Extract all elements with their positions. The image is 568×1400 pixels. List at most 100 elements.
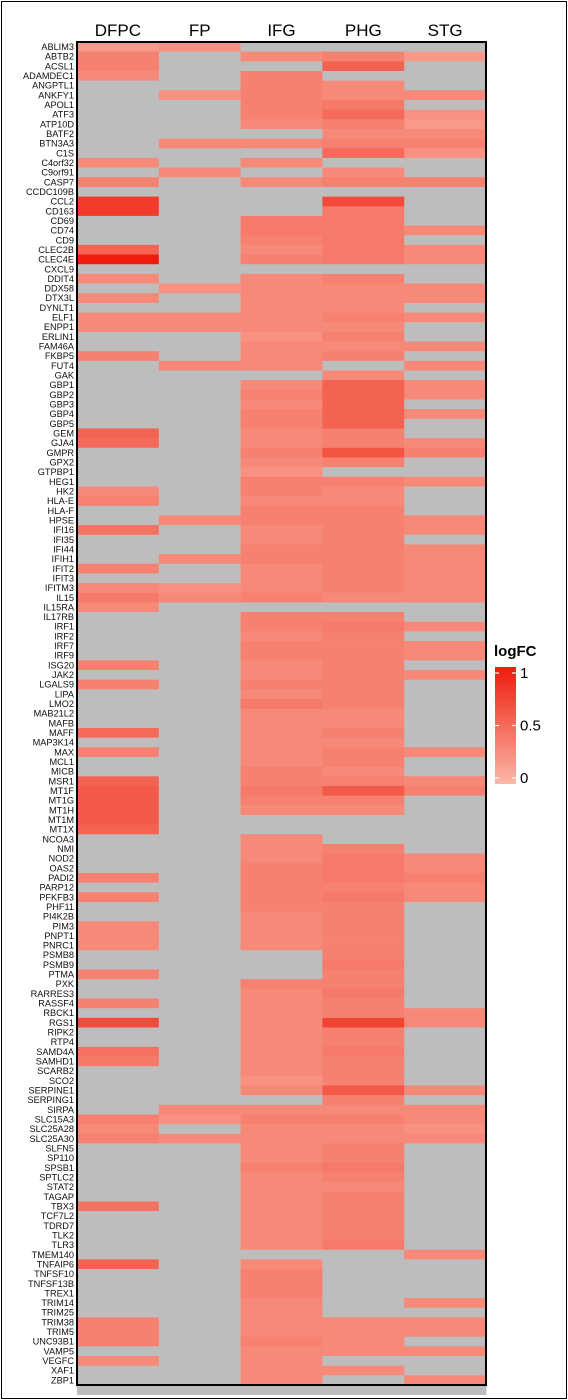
heatmap-cell bbox=[77, 322, 160, 333]
heatmap-cell bbox=[77, 689, 160, 700]
heatmap-cell bbox=[322, 467, 405, 478]
legend-tick-label: 0.5 bbox=[520, 718, 541, 735]
heatmap-cell bbox=[322, 583, 405, 594]
heatmap-cell bbox=[240, 283, 323, 294]
heatmap-cell bbox=[322, 1346, 405, 1357]
row-label: MICB bbox=[51, 767, 74, 777]
heatmap-cell bbox=[322, 1375, 405, 1386]
heatmap-cell bbox=[240, 525, 323, 536]
row-label: SAMD4A bbox=[36, 1047, 75, 1057]
heatmap-cell bbox=[158, 853, 241, 864]
heatmap-cell bbox=[158, 264, 241, 275]
heatmap-cell bbox=[158, 312, 241, 323]
heatmap-cell bbox=[77, 1317, 160, 1328]
heatmap-cell bbox=[158, 563, 241, 574]
heatmap-cell bbox=[404, 641, 487, 652]
heatmap-cell bbox=[240, 930, 323, 941]
heatmap-cell bbox=[322, 1114, 405, 1125]
heatmap-cell bbox=[404, 1365, 487, 1376]
heatmap-cell bbox=[240, 119, 323, 130]
heatmap-cell bbox=[77, 843, 160, 854]
row-label: IL17RB bbox=[43, 612, 74, 622]
heatmap-cell bbox=[158, 1056, 241, 1067]
heatmap-cell bbox=[322, 1095, 405, 1106]
heatmap-cell bbox=[77, 1046, 160, 1057]
heatmap-cell bbox=[322, 892, 405, 903]
heatmap-cell bbox=[77, 718, 160, 729]
row-label: GBP4 bbox=[49, 409, 74, 419]
heatmap-cell bbox=[240, 486, 323, 497]
heatmap-cell bbox=[404, 1056, 487, 1067]
heatmap-cell bbox=[77, 1211, 160, 1222]
heatmap-cell bbox=[322, 264, 405, 275]
heatmap-cell bbox=[77, 1365, 160, 1376]
heatmap-cell bbox=[158, 1356, 241, 1367]
row-label: IRF7 bbox=[54, 641, 74, 651]
heatmap-cell bbox=[404, 322, 487, 333]
heatmap-cell bbox=[158, 621, 241, 632]
heatmap-cell bbox=[322, 370, 405, 381]
heatmap-cell bbox=[240, 621, 323, 632]
heatmap-cell bbox=[158, 1317, 241, 1328]
heatmap-cell bbox=[77, 1104, 160, 1115]
heatmap-cell bbox=[158, 988, 241, 999]
heatmap-cell bbox=[77, 418, 160, 429]
row-label: RGS1 bbox=[49, 1018, 74, 1028]
heatmap-cell bbox=[158, 650, 241, 661]
heatmap-cell bbox=[77, 525, 160, 536]
row-label: TNFSF10 bbox=[34, 1269, 74, 1279]
heatmap-cell bbox=[404, 225, 487, 236]
heatmap-cell bbox=[77, 515, 160, 526]
heatmap-cell bbox=[77, 583, 160, 594]
heatmap-cell bbox=[404, 438, 487, 449]
heatmap-cell bbox=[240, 843, 323, 854]
heatmap-cell bbox=[77, 544, 160, 555]
heatmap-cell bbox=[322, 186, 405, 197]
heatmap-cell bbox=[404, 863, 487, 874]
heatmap-cell bbox=[322, 428, 405, 439]
heatmap-cell bbox=[404, 206, 487, 217]
heatmap-cell bbox=[322, 1336, 405, 1347]
row-label: DTX3L bbox=[45, 293, 74, 303]
heatmap-cell bbox=[240, 573, 323, 584]
heatmap-cell bbox=[158, 1336, 241, 1347]
heatmap-cell bbox=[404, 467, 487, 478]
heatmap-cell bbox=[322, 988, 405, 999]
heatmap-cell bbox=[404, 737, 487, 748]
heatmap-cell bbox=[158, 196, 241, 207]
heatmap-cell bbox=[77, 660, 160, 671]
heatmap-cell bbox=[77, 293, 160, 304]
heatmap-cell bbox=[158, 1017, 241, 1028]
heatmap-cell bbox=[77, 756, 160, 768]
heatmap-cell bbox=[322, 911, 405, 922]
heatmap-cell bbox=[158, 969, 241, 980]
heatmap-cell bbox=[322, 737, 405, 748]
heatmap-cell bbox=[240, 351, 323, 362]
heatmap-cell bbox=[322, 959, 405, 970]
heatmap-cell bbox=[158, 399, 241, 410]
heatmap-cell bbox=[404, 457, 487, 468]
heatmap-cell bbox=[240, 776, 323, 787]
heatmap-cell bbox=[77, 80, 160, 91]
column-labels: DFPC FP IFG PHG STG bbox=[95, 21, 463, 40]
heatmap-cell bbox=[322, 776, 405, 787]
heatmap-cell bbox=[322, 670, 405, 681]
heatmap-cell bbox=[240, 1288, 323, 1299]
heatmap-cell bbox=[404, 1317, 487, 1328]
heatmap-cell bbox=[240, 1356, 323, 1367]
heatmap-cell bbox=[240, 1249, 323, 1260]
row-label: MT1F bbox=[50, 786, 74, 796]
heatmap-cell bbox=[158, 1365, 241, 1376]
heatmap-cell bbox=[404, 1075, 487, 1086]
row-label: IRF2 bbox=[54, 631, 74, 641]
row-label: HLA-E bbox=[47, 496, 74, 506]
heatmap-cell bbox=[404, 950, 487, 961]
row-label: GBP5 bbox=[49, 419, 74, 429]
heatmap-cell bbox=[240, 631, 323, 642]
column-label: IFG bbox=[267, 21, 295, 40]
heatmap-cell bbox=[77, 1336, 160, 1347]
heatmap-cell bbox=[158, 109, 241, 120]
heatmap-cell bbox=[158, 756, 241, 768]
row-label: MT1X bbox=[49, 825, 74, 835]
heatmap-cell bbox=[158, 940, 241, 951]
